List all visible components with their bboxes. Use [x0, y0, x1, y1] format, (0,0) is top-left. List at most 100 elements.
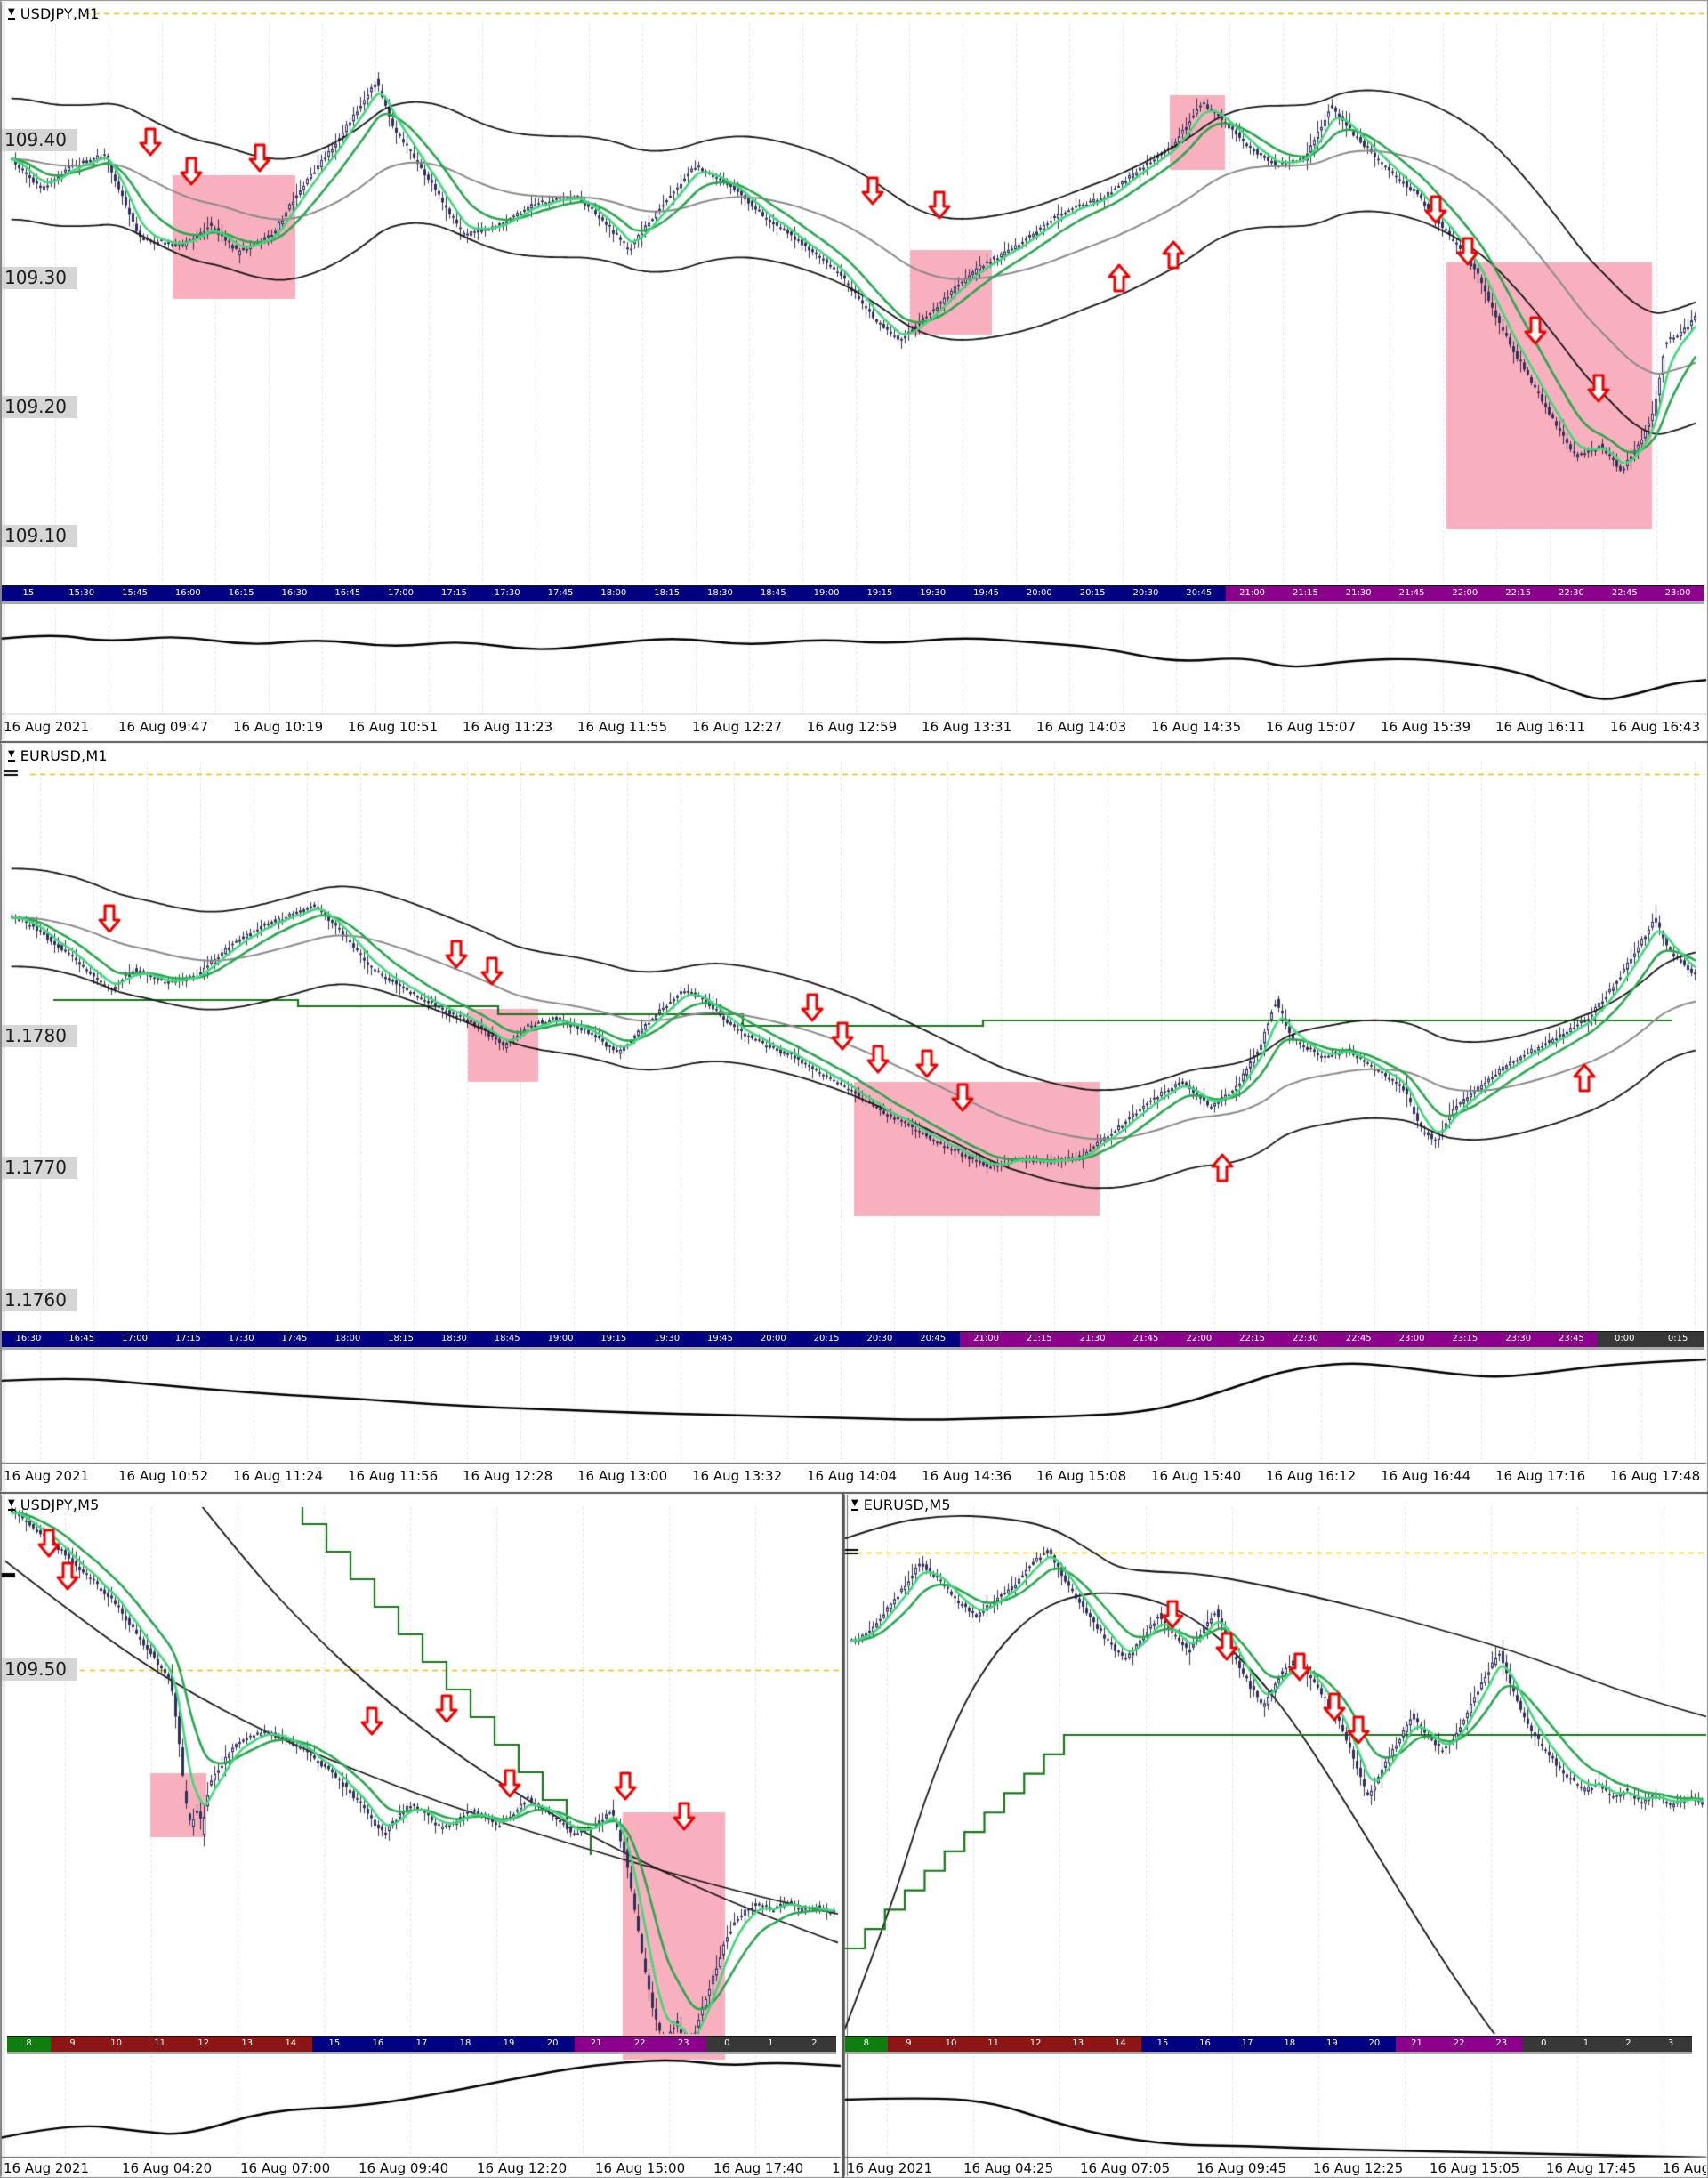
time-axis-label: 16 Aug 2021 [847, 2160, 933, 2176]
time-axis-label: 16 Aug 14:03 [1036, 719, 1127, 735]
session-hour-cell: 20 [530, 2037, 575, 2052]
time-axis-label: 16 Aug 10:51 [348, 719, 439, 735]
session-hour-cell: 0 [705, 2037, 749, 2052]
session-hour-cell: 13 [225, 2037, 270, 2052]
session-hour-cell: 19:45 [693, 1332, 747, 1347]
session-hour-cell: 8 [845, 2037, 888, 2052]
session-hour-cell: 17:45 [268, 1332, 321, 1347]
time-axis-label: 16 Aug 09:40 [359, 2160, 449, 2176]
session-hour-cell: 21:30 [1066, 1332, 1120, 1347]
time-axis[interactable]: 16 Aug 2021 16 Aug 09:47 16 Aug 10:19 16 Au… [4, 717, 1706, 738]
session-hour-cell: 15 [2, 586, 55, 601]
session-hour-cell: 14 [269, 2037, 313, 2052]
session-hour-cell: 23:45 [1544, 1332, 1599, 1347]
session-hour-cell: 23:30 [1491, 1332, 1545, 1347]
time-axis-label: 16 Aug 12:20 [477, 2160, 568, 2176]
price-scale-label: 1.1770 [2, 1157, 77, 1179]
session-hour-cell: 20:15 [1066, 586, 1120, 601]
time-axis-label: 16 Aug 10:19 [233, 719, 324, 735]
session-hour-cell: 16:30 [268, 586, 321, 601]
session-hour-cell: 2 [792, 2037, 836, 2052]
time-axis-label: 16 Aug 15:05 [1430, 2160, 1520, 2176]
session-hour-cell: 15:45 [108, 586, 162, 601]
session-hour-cell: 18:15 [640, 586, 694, 601]
session-hour-cell: 19:15 [586, 1332, 640, 1347]
session-hour-cell: 22:15 [1491, 586, 1545, 601]
time-axis-label: 16 Aug 07:05 [1080, 2160, 1171, 2176]
time-axis-label: 16 Aug 2021 [4, 2160, 90, 2176]
chart-collapse-icon[interactable]: ▼ [851, 1499, 858, 1511]
session-hour-cell: 18 [443, 2037, 487, 2052]
session-hour-cell: 18:15 [374, 1332, 428, 1347]
session-hour-cell: 16:45 [54, 1332, 109, 1347]
session-hour-cell: 12 [181, 2037, 226, 2052]
time-axis-label: 16 Aug 04:25 [963, 2160, 1054, 2176]
session-hour-cell: 22:30 [1544, 586, 1599, 601]
session-hour-cell: 17 [1226, 2037, 1269, 2052]
time-axis-label: 16 Aug 07:00 [240, 2160, 331, 2176]
time-axis[interactable]: 16 Aug 2021 16 Aug 04:25 16 Aug 07:05 16 Au… [847, 2158, 1706, 2178]
chart-title-eurusd-m5: ▼ EURUSD,M5 [851, 1496, 951, 1513]
time-axis-label: 16 Aug 15:07 [1266, 719, 1357, 735]
session-hour-cell: 23:15 [1438, 1332, 1492, 1347]
time-axis-label: 16 Aug 11:55 [577, 719, 668, 735]
session-timeline-bar[interactable]: 16:30 16:45 17:00 17:15 17:30 17:45 18:00 18:15… [2, 1331, 1704, 1350]
chart-collapse-icon[interactable]: ▼ [8, 750, 15, 762]
session-timeline-bar[interactable]: 15 15:30 15:45 16:00 16:15 16:30 16:45 17:00 17:… [2, 585, 1704, 604]
session-hour-cell: 22:00 [1438, 586, 1492, 601]
session-hour-cell: 21:00 [1225, 586, 1279, 601]
chart-title-usdjpy-m1: ▼ USDJPY,M1 [8, 5, 100, 22]
time-axis-label: 16 Aug 13:00 [577, 1468, 668, 1484]
session-hour-cell: 18:00 [320, 1332, 375, 1347]
session-hour-cell: 3 [1649, 2037, 1692, 2052]
session-timeline-bar[interactable]: 8 9 10 11 12 13 14 15 16 17 18 19 20 21 22 23 0 1 2 3 [845, 2036, 1692, 2054]
session-hour-cell: 16 [356, 2037, 400, 2052]
session-hour-cell: 19:00 [800, 586, 853, 601]
session-hour-cell: 16:30 [2, 1332, 55, 1347]
time-axis-label: 16 Aug 17:40 [713, 2160, 804, 2176]
session-hour-cell: 16:00 [161, 586, 215, 601]
time-axis[interactable]: 16 Aug 2021 16 Aug 10:52 16 Aug 11:24 16 Au… [4, 1466, 1706, 1488]
chart-title-eurusd-m1: ▼ EURUSD,M1 [8, 747, 108, 764]
chart-collapse-icon[interactable]: ▼ [8, 8, 15, 20]
time-axis-label: 16 Aug 14:04 [807, 1468, 898, 1484]
time-axis-label: 16 Aug 12:27 [692, 719, 783, 735]
chart-collapse-icon[interactable]: ▼ [8, 1499, 15, 1511]
time-axis-label: 16 Aug 11:23 [463, 719, 553, 735]
session-hour-cell: 1 [1565, 2037, 1607, 2052]
session-hour-cell: 1 [748, 2037, 793, 2052]
session-hour-cell: 0:00 [1598, 1332, 1652, 1347]
session-hour-cell: 21:30 [1332, 586, 1386, 601]
time-axis-label: 16 Aug 15:39 [1381, 719, 1471, 735]
time-axis[interactable]: 16 Aug 2021 16 Aug 04:20 16 Aug 07:00 16 Au… [4, 2158, 841, 2178]
time-axis-label: 16 Aug 11:56 [348, 1468, 439, 1484]
session-hour-cell: 19:00 [534, 1332, 587, 1347]
session-hour-cell: 17 [399, 2037, 444, 2052]
session-hour-cell: 17:30 [214, 1332, 269, 1347]
session-hour-cell: 21 [1395, 2037, 1438, 2052]
time-axis-label: 16 Aug 14:35 [1151, 719, 1242, 735]
session-hour-cell: 15:30 [54, 586, 109, 601]
session-hour-cell: 18:00 [586, 586, 640, 601]
session-hour-cell: 23:00 [1385, 1332, 1438, 1347]
session-hour-cell: 13 [1056, 2037, 1100, 2052]
price-scale-label: 109.10 [2, 525, 77, 547]
session-hour-cell: 0:15 [1651, 1332, 1704, 1347]
session-hour-cell: 22:00 [1172, 1332, 1226, 1347]
session-hour-cell: 22:45 [1332, 1332, 1386, 1347]
time-axis-label: 16 Aug 15:08 [1036, 1468, 1127, 1484]
session-hour-cell: 14 [1099, 2037, 1142, 2052]
session-hour-cell: 22:15 [1225, 1332, 1279, 1347]
time-axis-label: 16 Aug 12:59 [807, 719, 898, 735]
session-timeline-bar[interactable]: 8 9 10 11 12 13 14 15 16 17 18 19 20 21 22 23 0 1 2 [7, 2036, 836, 2054]
session-hour-cell: 18:30 [693, 586, 747, 601]
session-hour-cell: 21:45 [1385, 586, 1438, 601]
session-hour-cell: 20:00 [746, 1332, 801, 1347]
session-hour-cell: 19:45 [959, 586, 1013, 601]
time-axis-label: 16 Aug 09:47 [118, 719, 209, 735]
session-hour-cell: 9 [51, 2037, 95, 2052]
session-hour-cell: 15 [1141, 2037, 1184, 2052]
session-hour-cell: 11 [971, 2037, 1015, 2052]
